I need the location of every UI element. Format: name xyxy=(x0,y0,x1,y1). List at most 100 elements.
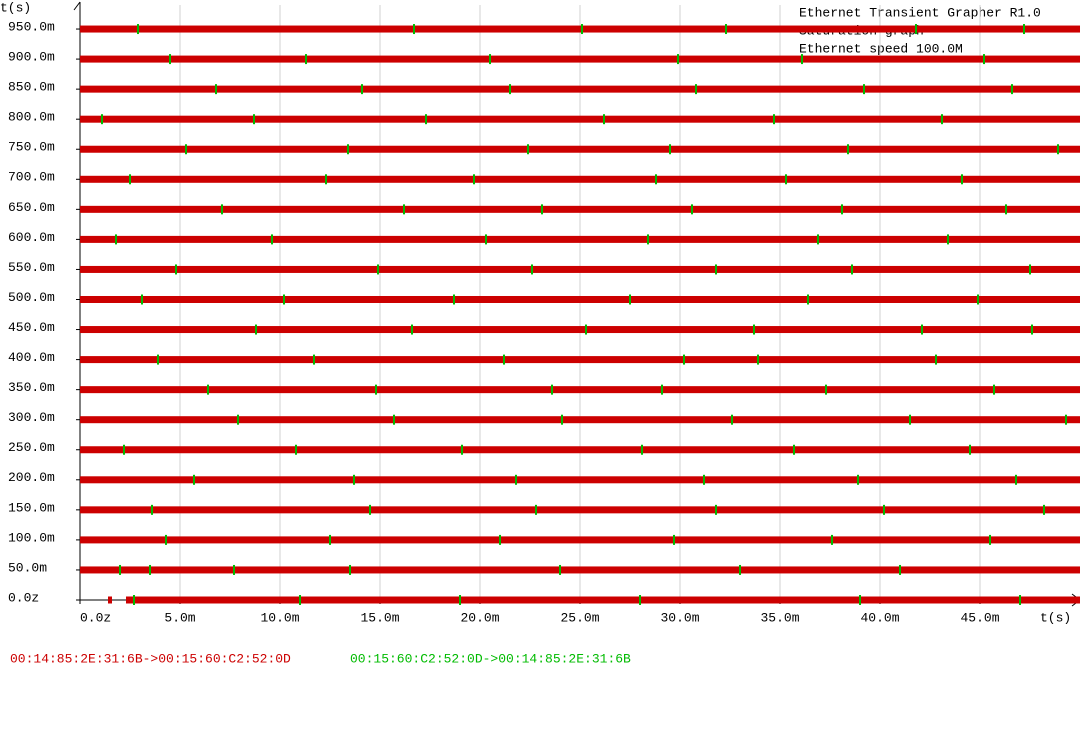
reply-packet xyxy=(313,354,315,365)
reply-packet xyxy=(909,414,911,425)
reply-packet xyxy=(207,384,209,395)
reply-packet xyxy=(165,534,167,545)
reply-packet xyxy=(369,504,371,515)
reply-packet xyxy=(857,474,859,485)
reply-packet xyxy=(1065,414,1067,425)
reply-packet xyxy=(1043,504,1045,515)
reply-packet xyxy=(695,84,697,95)
reply-packet xyxy=(353,474,355,485)
reply-packet xyxy=(639,595,641,605)
reply-packet xyxy=(899,564,901,575)
reply-packet xyxy=(461,444,463,455)
reply-packet xyxy=(921,324,923,335)
reply-packet xyxy=(989,534,991,545)
reply-packet xyxy=(1019,595,1021,605)
reply-packet xyxy=(233,564,235,575)
reply-packet xyxy=(485,234,487,245)
y-tick-label: 250.0m xyxy=(8,440,55,455)
y-tick-label: 700.0m xyxy=(8,170,55,185)
reply-packet xyxy=(715,264,717,275)
reply-packet xyxy=(561,414,563,425)
reply-packet xyxy=(503,354,505,365)
reply-packet xyxy=(1031,324,1033,335)
frame-run xyxy=(80,85,1080,93)
reply-packet xyxy=(361,84,363,95)
x-tick-label: 45.0m xyxy=(960,610,999,625)
reply-packet xyxy=(757,354,759,365)
reply-packet xyxy=(969,444,971,455)
reply-packet xyxy=(691,204,693,215)
reply-packet xyxy=(185,144,187,155)
frame-run xyxy=(80,235,1080,243)
reply-packet xyxy=(947,234,949,245)
reply-packet xyxy=(551,384,553,395)
x-tick-label: 30.0m xyxy=(660,610,699,625)
x-tick-label: 15.0m xyxy=(360,610,399,625)
reply-packet xyxy=(255,324,257,335)
frame-run xyxy=(80,356,1080,364)
reply-packet xyxy=(137,24,139,35)
reply-packet xyxy=(115,234,117,245)
reply-packet xyxy=(683,354,685,365)
reply-packet xyxy=(655,174,657,185)
reply-packet xyxy=(983,54,985,65)
reply-packet xyxy=(785,174,787,185)
y-tick-label: 150.0m xyxy=(8,500,55,515)
reply-packet xyxy=(221,204,223,215)
reply-packet xyxy=(863,84,865,95)
x-tick-label: 40.0m xyxy=(860,610,899,625)
x-tick-label: 35.0m xyxy=(760,610,799,625)
reply-packet xyxy=(237,414,239,425)
reply-packet xyxy=(411,324,413,335)
reply-packet xyxy=(271,234,273,245)
reply-packet xyxy=(859,595,861,605)
reply-packet xyxy=(375,384,377,395)
reply-packet xyxy=(677,54,679,65)
frame-run xyxy=(80,115,1080,123)
y-tick-label: 900.0m xyxy=(8,50,55,65)
reply-packet xyxy=(535,504,537,515)
reply-packet xyxy=(773,114,775,125)
reply-packet xyxy=(629,294,631,305)
reply-packet xyxy=(603,114,605,125)
axis-arrow xyxy=(1071,593,1080,607)
reply-packet xyxy=(349,564,351,575)
reply-packet xyxy=(847,144,849,155)
reply-packet xyxy=(669,144,671,155)
reply-packet xyxy=(941,114,943,125)
reply-packet xyxy=(915,24,917,35)
reply-packet xyxy=(993,384,995,395)
reply-packet xyxy=(801,54,803,65)
reply-packet xyxy=(541,204,543,215)
reply-packet xyxy=(641,444,643,455)
reply-packet xyxy=(459,595,461,605)
x-axis-label: t(s) xyxy=(1040,610,1071,625)
y-tick-label: 100.0m xyxy=(8,530,55,545)
reply-packet xyxy=(403,204,405,215)
frame-run xyxy=(80,326,1080,334)
x-tick-label: 25.0m xyxy=(560,610,599,625)
y-tick-label: 500.0m xyxy=(8,290,55,305)
frame-run xyxy=(80,476,1080,484)
reply-packet xyxy=(295,444,297,455)
reply-packet xyxy=(299,595,301,605)
frame-run xyxy=(80,506,1080,514)
reply-packet xyxy=(883,504,885,515)
y-tick-label: 0.0z xyxy=(8,590,39,605)
reply-packet xyxy=(753,324,755,335)
reply-packet xyxy=(831,534,833,545)
frame-run xyxy=(80,536,1080,544)
frame-run xyxy=(80,566,1080,574)
x-tick-label: 5.0m xyxy=(164,610,195,625)
reply-packet xyxy=(1011,84,1013,95)
y-tick-label: 300.0m xyxy=(8,410,55,425)
reply-packet xyxy=(509,84,511,95)
reply-packet xyxy=(515,474,517,485)
frame-run xyxy=(80,55,1080,63)
reply-packet xyxy=(527,144,529,155)
reply-packet xyxy=(793,444,795,455)
reply-packet xyxy=(215,84,217,95)
reply-packet xyxy=(499,534,501,545)
reply-packet xyxy=(531,264,533,275)
y-tick-label: 650.0m xyxy=(8,200,55,215)
